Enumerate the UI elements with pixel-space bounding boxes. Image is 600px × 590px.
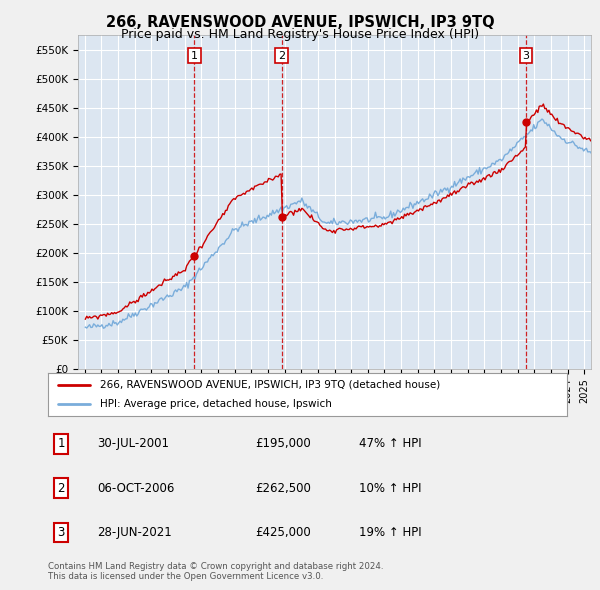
- Text: 2: 2: [278, 51, 286, 61]
- Text: 2: 2: [57, 481, 65, 495]
- Text: £425,000: £425,000: [256, 526, 311, 539]
- Text: 10% ↑ HPI: 10% ↑ HPI: [359, 481, 422, 495]
- Text: 30-JUL-2001: 30-JUL-2001: [97, 437, 169, 450]
- Text: 1: 1: [191, 51, 198, 61]
- Text: 3: 3: [57, 526, 65, 539]
- Text: 266, RAVENSWOOD AVENUE, IPSWICH, IP3 9TQ: 266, RAVENSWOOD AVENUE, IPSWICH, IP3 9TQ: [106, 15, 494, 30]
- Text: 19% ↑ HPI: 19% ↑ HPI: [359, 526, 422, 539]
- Text: 47% ↑ HPI: 47% ↑ HPI: [359, 437, 422, 450]
- Text: Contains HM Land Registry data © Crown copyright and database right 2024.: Contains HM Land Registry data © Crown c…: [48, 562, 383, 571]
- Text: 3: 3: [523, 51, 530, 61]
- Text: This data is licensed under the Open Government Licence v3.0.: This data is licensed under the Open Gov…: [48, 572, 323, 581]
- Text: £195,000: £195,000: [256, 437, 311, 450]
- Text: HPI: Average price, detached house, Ipswich: HPI: Average price, detached house, Ipsw…: [100, 399, 332, 409]
- Text: 1: 1: [57, 437, 65, 450]
- Text: 06-OCT-2006: 06-OCT-2006: [97, 481, 175, 495]
- Text: 266, RAVENSWOOD AVENUE, IPSWICH, IP3 9TQ (detached house): 266, RAVENSWOOD AVENUE, IPSWICH, IP3 9TQ…: [100, 380, 440, 390]
- Text: £262,500: £262,500: [256, 481, 311, 495]
- Text: Price paid vs. HM Land Registry's House Price Index (HPI): Price paid vs. HM Land Registry's House …: [121, 28, 479, 41]
- Text: 28-JUN-2021: 28-JUN-2021: [97, 526, 172, 539]
